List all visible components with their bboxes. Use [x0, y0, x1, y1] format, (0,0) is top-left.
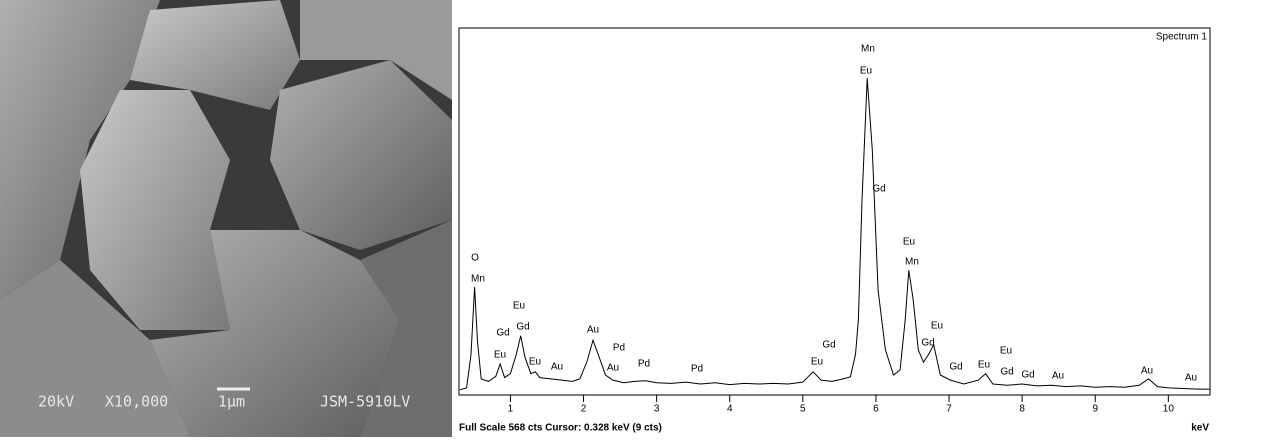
peak-label: Gd	[921, 338, 934, 349]
peak-label: Gd	[822, 340, 835, 351]
magnification: X10,000	[105, 393, 168, 411]
peak-label: Pd	[691, 364, 703, 375]
peak-label: Au	[1141, 366, 1153, 377]
peak-label: Gd	[1021, 370, 1034, 381]
x-tick-label: 5	[800, 404, 806, 415]
x-tick-label: 4	[727, 404, 733, 415]
peak-label: O	[471, 253, 479, 264]
peak-label: Au	[1185, 373, 1197, 384]
peak-label: Eu	[978, 360, 990, 371]
micrograph: 20kV X10,000 1μm JSM-5910LV	[0, 0, 452, 437]
peak-label: Pd	[613, 343, 625, 354]
x-axis-label: keV	[1191, 423, 1209, 434]
peak-label: Eu	[1000, 346, 1012, 357]
x-tick-label: 7	[946, 404, 952, 415]
x-tick-label: 1	[508, 404, 514, 415]
peak-label: Eu	[513, 301, 525, 312]
x-tick-label: 8	[1019, 404, 1025, 415]
footer: Full Scale 568 cts Cursor: 0.328 keV (9 …	[459, 423, 662, 434]
peak-label: Pd	[638, 359, 650, 370]
peak-label: Eu	[811, 357, 823, 368]
x-tick-label: 10	[1163, 404, 1175, 415]
peak-label: Mn	[905, 257, 919, 268]
peak-label: Eu	[494, 350, 506, 361]
x-tick-label: 3	[654, 404, 660, 415]
peak-label: Eu	[903, 237, 915, 248]
peak-label: Eu	[860, 66, 872, 77]
scale-label: 1μm	[218, 393, 245, 411]
x-tick-label: 2	[581, 404, 587, 415]
peak-label: Eu	[529, 357, 541, 368]
peak-label: Au	[1052, 371, 1064, 382]
x-tick-label: 9	[1092, 404, 1098, 415]
chart-title: Spectrum 1	[1156, 32, 1208, 43]
peak-label: Au	[587, 325, 599, 336]
peak-label: Mn	[861, 44, 875, 55]
page: 20kV X10,000 1μm JSM-5910LV Spectrum 1 k…	[0, 0, 1264, 437]
peak-label: Gd	[872, 184, 885, 195]
peak-label: Mn	[471, 274, 485, 285]
x-tick-label: 6	[873, 404, 879, 415]
peak-label: Gd	[949, 362, 962, 373]
peak-label: Au	[551, 362, 563, 373]
voltage: 20kV	[38, 393, 74, 411]
peak-label: Gd	[516, 322, 529, 333]
instrument: JSM-5910LV	[320, 393, 410, 411]
peak-label: Eu	[931, 321, 943, 332]
peak-label: Gd	[496, 328, 509, 339]
peak-label: Au	[607, 363, 619, 374]
peak-label: Gd	[1000, 367, 1013, 378]
